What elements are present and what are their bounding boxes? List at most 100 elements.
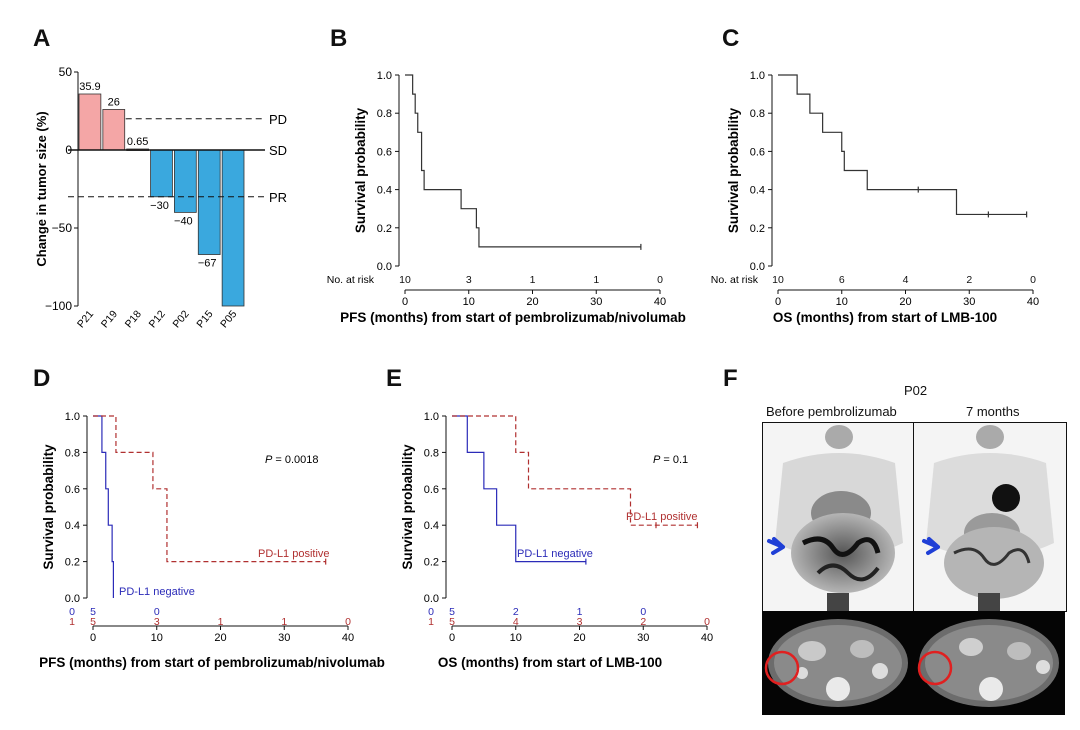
series-label: PD-L1 negative bbox=[517, 548, 593, 560]
y-tick-label: 0.6 bbox=[424, 484, 439, 496]
bar-value-label: 0.65 bbox=[127, 136, 148, 148]
panel-letter-c: C bbox=[722, 25, 740, 52]
series-label: PD-L1 positive bbox=[258, 548, 330, 560]
x-tick-label: 0 bbox=[449, 632, 455, 644]
bar-value-label: −40 bbox=[174, 215, 193, 227]
reference-line-label: SD bbox=[269, 143, 287, 158]
risk-row-prefix: 0 bbox=[428, 606, 434, 618]
y-tick-label: −100 bbox=[45, 299, 72, 313]
bar-value-label: −30 bbox=[150, 200, 169, 212]
risk-count: 0 bbox=[657, 274, 663, 286]
lesion-circle-icon bbox=[917, 650, 953, 686]
bar bbox=[78, 93, 102, 151]
p-value-label: P = 0.1 bbox=[653, 454, 688, 466]
y-tick-label: 0.0 bbox=[750, 261, 765, 273]
bar bbox=[102, 109, 126, 151]
y-tick-label: 0.6 bbox=[65, 484, 80, 496]
survival-curve bbox=[452, 415, 586, 563]
risk-count: 6 bbox=[839, 274, 845, 286]
risk-count: 0 bbox=[1030, 274, 1036, 286]
risk-count: 1 bbox=[530, 274, 536, 286]
ct-scan-after bbox=[913, 611, 1065, 715]
risk-row-prefix: 1 bbox=[69, 616, 75, 628]
risk-count: 0 bbox=[704, 616, 710, 628]
panel-letter-b: B bbox=[330, 25, 348, 52]
y-tick-label: 0.4 bbox=[750, 185, 765, 197]
pet-scan-before-image bbox=[763, 423, 914, 611]
y-tick-label: 0.4 bbox=[65, 520, 80, 532]
risk-count: 10 bbox=[772, 274, 784, 286]
reference-line-label: PD bbox=[269, 112, 287, 127]
x-tick-label: 30 bbox=[278, 632, 290, 644]
y-tick-label: 0.8 bbox=[750, 108, 765, 120]
arrow-icon bbox=[767, 537, 785, 555]
pet-scan-after-image bbox=[914, 423, 1066, 611]
p-value-symbol: P bbox=[265, 454, 273, 466]
km-chart-os-overall: 0.0 0.2 0.4 0.6 0.8 1.0 Survival probability 0 1… bbox=[711, 70, 1039, 325]
x-tick-label: 10 bbox=[463, 296, 475, 308]
y-tick-label: 0.8 bbox=[424, 447, 439, 459]
panel-letter-a: A bbox=[33, 25, 51, 52]
risk-count: 0 bbox=[154, 606, 160, 618]
y-tick-label: −50 bbox=[52, 221, 73, 235]
y-tick-label: 0.4 bbox=[424, 520, 439, 532]
bar-value-label: 26 bbox=[108, 96, 120, 108]
bar bbox=[197, 149, 221, 255]
x-tick-label: 30 bbox=[637, 632, 649, 644]
y-tick-label: 0.0 bbox=[424, 593, 439, 605]
arrow-icon bbox=[922, 537, 940, 555]
bar bbox=[221, 149, 245, 307]
bar-value-label: 35.9 bbox=[79, 81, 100, 93]
risk-table-label: No. at risk bbox=[327, 274, 375, 286]
category-label: P12 bbox=[147, 308, 168, 330]
bar-value-label: −67 bbox=[198, 258, 217, 270]
ct-scan-before bbox=[762, 611, 913, 715]
x-tick-label: 10 bbox=[510, 632, 522, 644]
survival-curve bbox=[778, 74, 1027, 216]
risk-table-label: No. at risk bbox=[711, 274, 759, 286]
category-label: P15 bbox=[194, 308, 215, 330]
x-tick-label: 30 bbox=[963, 296, 975, 308]
right-image-label: 7 months bbox=[966, 404, 1020, 419]
panel-letter-e: E bbox=[386, 365, 403, 392]
y-tick-label: 0.4 bbox=[377, 185, 392, 197]
y-tick-label: 1.0 bbox=[65, 411, 80, 423]
y-tick-label: 0.2 bbox=[424, 557, 439, 569]
x-tick-label: 20 bbox=[573, 632, 585, 644]
y-tick-label: 0.8 bbox=[377, 108, 392, 120]
survival-curve bbox=[405, 74, 641, 248]
risk-count: 3 bbox=[154, 616, 160, 628]
risk-count: 0 bbox=[640, 606, 646, 618]
y-axis-label: Survival probability bbox=[353, 107, 368, 233]
y-tick-label: 1.0 bbox=[377, 70, 392, 82]
risk-count: 5 bbox=[90, 606, 96, 618]
risk-count: 1 bbox=[577, 606, 583, 618]
survival-curve bbox=[93, 415, 326, 563]
risk-count: 2 bbox=[513, 606, 519, 618]
risk-count: 5 bbox=[449, 606, 455, 618]
y-tick-label: 0.6 bbox=[750, 146, 765, 158]
km-chart-pfs-overall: 0.0 0.2 0.4 0.6 0.8 1.0 Survival probability 0 1… bbox=[327, 70, 686, 325]
y-axis-label: Survival probability bbox=[41, 444, 56, 570]
x-tick-label: 40 bbox=[1027, 296, 1039, 308]
risk-count: 1 bbox=[593, 274, 599, 286]
y-tick-label: 0.2 bbox=[750, 223, 765, 235]
p-value-number: = 0.1 bbox=[660, 454, 688, 466]
x-tick-label: 40 bbox=[701, 632, 713, 644]
risk-count: 4 bbox=[513, 616, 519, 628]
ct-scan-after-image bbox=[913, 611, 1065, 715]
risk-count: 5 bbox=[449, 616, 455, 628]
category-label: P02 bbox=[170, 308, 191, 330]
p-value-label: P = 0.0018 bbox=[265, 454, 319, 466]
risk-count: 2 bbox=[966, 274, 972, 286]
risk-count: 5 bbox=[90, 616, 96, 628]
y-tick-label: 0.2 bbox=[377, 223, 392, 235]
y-axis-label: Change in tumor size (%) bbox=[34, 111, 49, 266]
x-axis-label: PFS (months) from start of pembrolizumab… bbox=[39, 655, 385, 670]
reference-line-label: PR bbox=[269, 190, 287, 205]
category-label: P19 bbox=[99, 308, 120, 330]
x-tick-label: 10 bbox=[151, 632, 163, 644]
series-label: PD-L1 negative bbox=[119, 586, 195, 598]
y-tick-label: 0.0 bbox=[377, 261, 392, 273]
pet-scan-after bbox=[913, 422, 1067, 612]
